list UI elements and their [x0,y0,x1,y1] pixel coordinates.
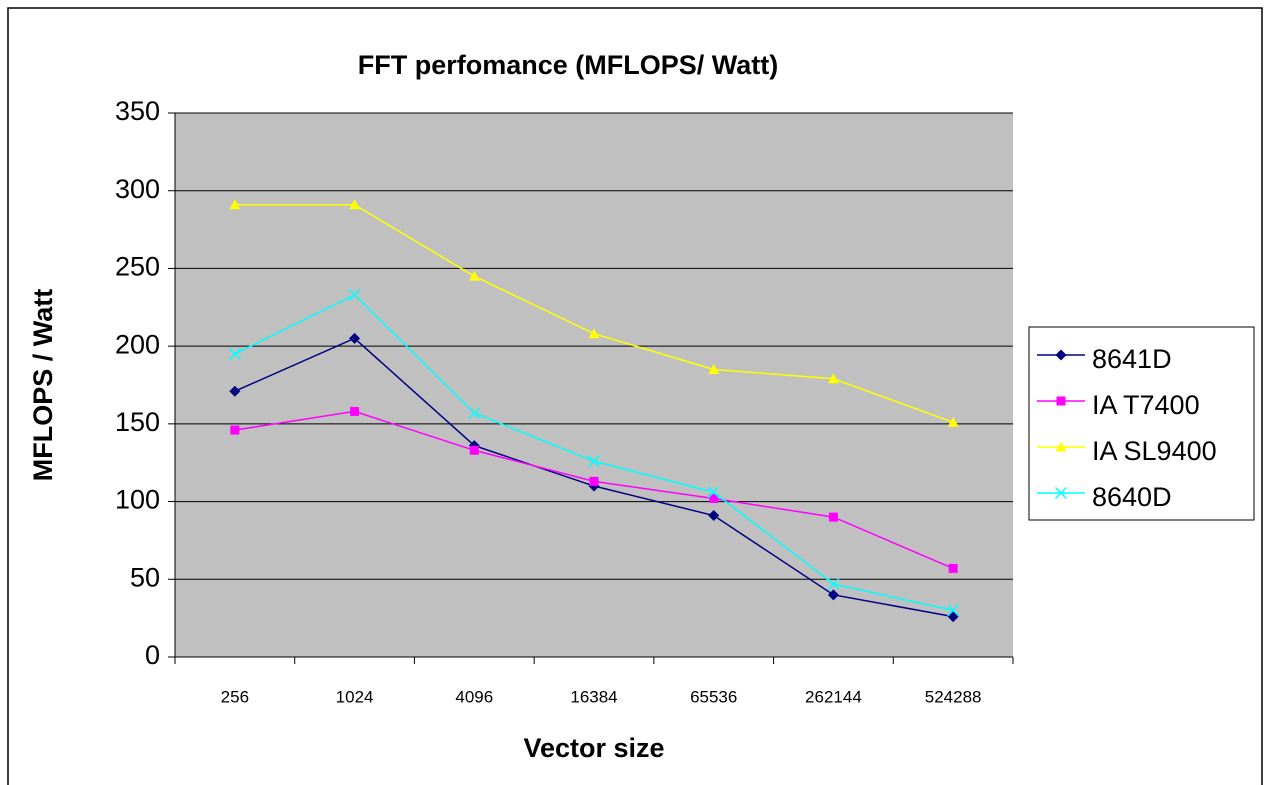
x-tick-label: 1024 [336,687,374,706]
marker [1056,396,1066,406]
y-tick-label: 0 [145,640,160,670]
y-tick-label: 350 [115,96,160,126]
marker [348,288,361,301]
marker [948,563,958,573]
marker [230,425,240,435]
marker [469,445,479,455]
y-tick-label: 200 [115,329,160,359]
y-tick-label: 100 [115,485,160,515]
y-tick-label: 150 [115,407,160,437]
chart-title: FFT perfomance (MFLOPS/ Watt) [358,50,779,80]
marker [947,604,960,617]
y-tick-label: 250 [115,252,160,282]
plot-area [175,113,1013,657]
legend-label: IA SL9400 [1092,436,1217,466]
x-tick-label: 4096 [455,687,493,706]
x-tick-label: 65536 [690,687,737,706]
marker [827,577,840,590]
marker [827,373,839,384]
marker [707,486,720,499]
marker [468,270,480,281]
x-tick-label: 262144 [805,687,862,706]
marker [229,199,241,210]
marker [468,406,481,420]
marker [587,455,601,468]
x-tick-label: 524288 [925,687,982,706]
legend-label: 8641D [1092,344,1172,374]
legend-label: 8640D [1092,482,1172,512]
marker [708,363,720,374]
y-axis-label: MFLOPS / Watt [28,289,58,481]
marker [228,347,241,360]
legend-label: IA T7400 [1092,390,1200,420]
x-tick-label: 16384 [570,687,617,706]
y-tick-label: 50 [130,562,160,592]
marker [588,328,600,339]
marker [349,199,361,210]
marker [828,512,838,522]
marker [1055,349,1067,361]
marker [708,510,720,522]
marker [1054,486,1068,500]
marker [229,385,241,397]
x-axis-label: Vector size [523,733,664,763]
marker [947,416,959,427]
marker [350,406,360,416]
marker [349,332,361,344]
marker [589,476,599,486]
marker [1055,441,1067,452]
x-tick-label: 256 [221,687,249,706]
marker [827,589,839,601]
marker [709,493,719,503]
y-tick-label: 300 [115,174,160,204]
